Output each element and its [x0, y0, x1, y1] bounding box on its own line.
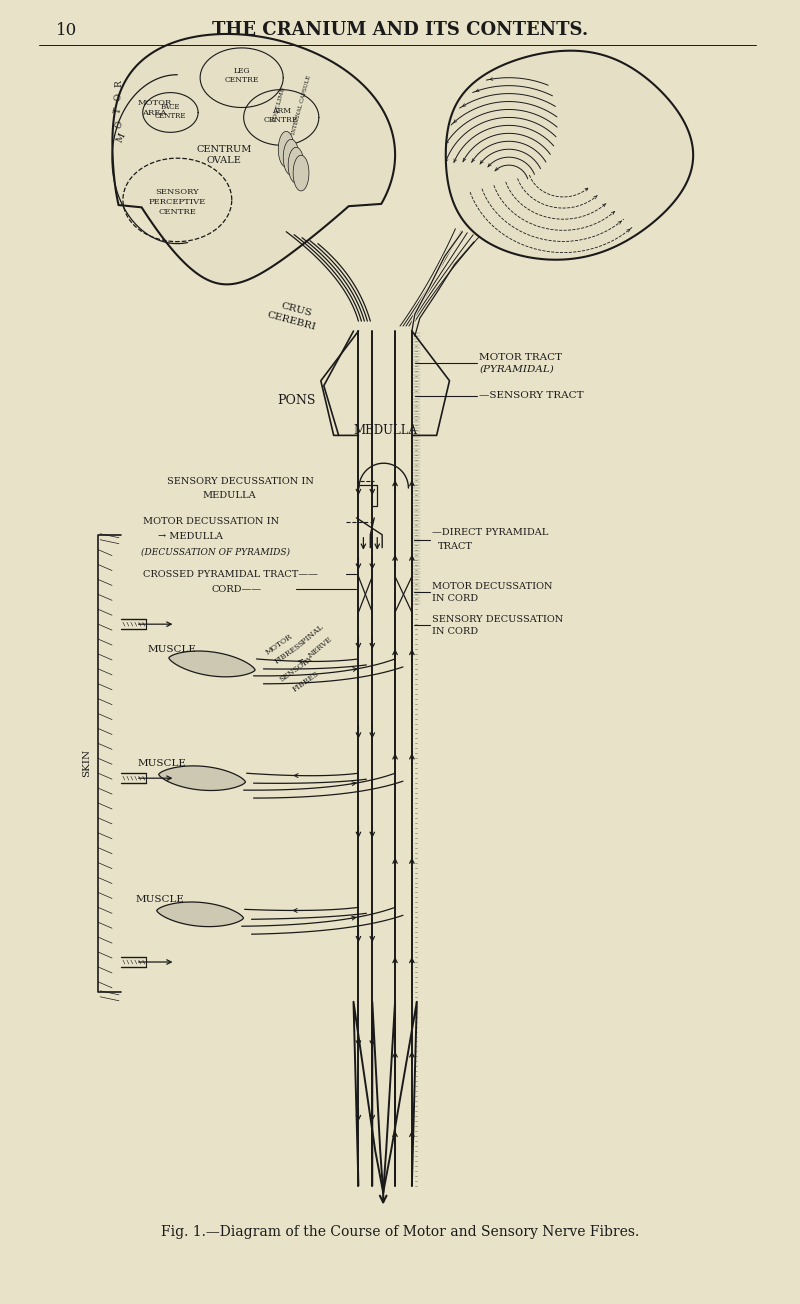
- Text: MOTOR DECUSSATION: MOTOR DECUSSATION: [432, 582, 552, 591]
- Text: PONS: PONS: [277, 394, 315, 407]
- Text: → MEDULLA: → MEDULLA: [158, 532, 222, 541]
- Text: TRACT: TRACT: [438, 542, 473, 552]
- Text: T: T: [113, 107, 123, 115]
- Text: PERCEPTIVE: PERCEPTIVE: [149, 198, 206, 206]
- Text: —SENSORY TRACT: —SENSORY TRACT: [479, 391, 584, 400]
- Text: THE CRANIUM AND ITS CONTENTS.: THE CRANIUM AND ITS CONTENTS.: [212, 21, 588, 39]
- Text: 10: 10: [56, 21, 77, 39]
- Text: SPINAL: SPINAL: [297, 623, 326, 649]
- Polygon shape: [158, 765, 246, 790]
- Polygon shape: [112, 34, 395, 284]
- Text: AREA: AREA: [142, 110, 166, 117]
- Text: MOTOR DECUSSATION IN: MOTOR DECUSSATION IN: [142, 518, 279, 527]
- Text: MUSCLE: MUSCLE: [138, 759, 186, 768]
- Text: MEDULLA: MEDULLA: [353, 424, 417, 437]
- Polygon shape: [169, 651, 255, 677]
- Polygon shape: [293, 155, 309, 190]
- Text: O: O: [113, 94, 123, 102]
- Text: O: O: [114, 120, 124, 129]
- Polygon shape: [283, 140, 299, 175]
- Polygon shape: [278, 132, 294, 167]
- Polygon shape: [157, 902, 243, 927]
- Text: (PYRAMIDAL): (PYRAMIDAL): [479, 364, 554, 373]
- Text: NERVE: NERVE: [307, 635, 334, 660]
- Text: CORD——: CORD——: [212, 585, 262, 593]
- Text: SKIN: SKIN: [82, 750, 91, 777]
- Text: R: R: [114, 81, 123, 87]
- Text: FIBRES: FIBRES: [274, 642, 303, 666]
- Text: (DECUSSATION OF PYRAMIDS): (DECUSSATION OF PYRAMIDS): [141, 548, 290, 556]
- Text: SENSORY: SENSORY: [278, 655, 314, 683]
- Polygon shape: [446, 51, 693, 259]
- Text: ARM
CENTRE: ARM CENTRE: [264, 107, 298, 124]
- Text: SENSORY: SENSORY: [155, 188, 199, 196]
- Text: INTERNAL CAPSULE: INTERNAL CAPSULE: [290, 74, 311, 136]
- Text: SENSORY DECUSSATION: SENSORY DECUSSATION: [432, 614, 563, 623]
- Text: IN CORD: IN CORD: [432, 593, 478, 602]
- Text: OVALE: OVALE: [206, 155, 242, 164]
- Text: CROSSED PYRAMIDAL TRACT——: CROSSED PYRAMIDAL TRACT——: [142, 570, 318, 579]
- Text: MEDULLA: MEDULLA: [202, 490, 256, 499]
- Text: M: M: [115, 132, 127, 143]
- Text: MOTOR TRACT: MOTOR TRACT: [479, 353, 562, 363]
- Text: —DIRECT PYRAMIDAL: —DIRECT PYRAMIDAL: [432, 528, 548, 537]
- Text: MOTOR: MOTOR: [138, 99, 172, 107]
- Text: CRUS: CRUS: [280, 301, 313, 318]
- Text: FACE
CENTRE: FACE CENTRE: [154, 103, 186, 120]
- Text: IN CORD: IN CORD: [432, 627, 478, 635]
- Text: Fig. 1.—Diagram of the Course of Motor and Sensory Nerve Fibres.: Fig. 1.—Diagram of the Course of Motor a…: [161, 1226, 639, 1239]
- Text: FIBRES: FIBRES: [291, 670, 321, 694]
- Text: CENTRE: CENTRE: [158, 207, 196, 216]
- Text: MUSCLE: MUSCLE: [148, 644, 197, 653]
- Text: CEREBRI: CEREBRI: [266, 310, 317, 333]
- Text: MUSCLE: MUSCLE: [136, 895, 185, 904]
- Text: MOTOR: MOTOR: [264, 632, 294, 656]
- Text: LEG
CENTRE: LEG CENTRE: [225, 67, 259, 85]
- Text: SENSORY DECUSSATION IN: SENSORY DECUSSATION IN: [167, 476, 314, 485]
- Polygon shape: [288, 147, 304, 183]
- Text: CENTRUM: CENTRUM: [196, 145, 251, 154]
- Text: POST.LIMB: POST.LIMB: [272, 86, 286, 123]
